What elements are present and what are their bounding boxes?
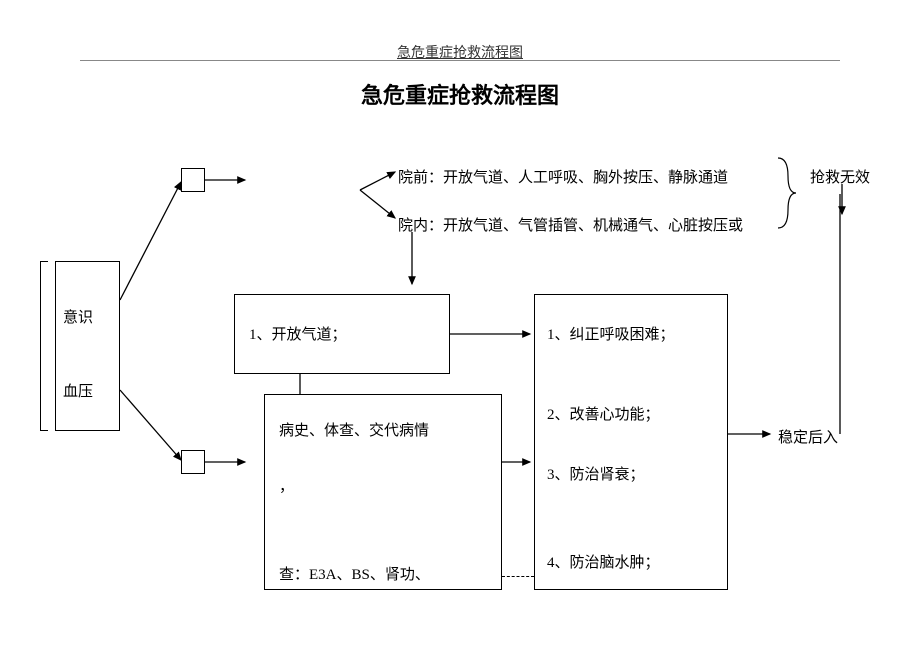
page-title: 急危重症抢救流程图 (0, 78, 920, 110)
step2-box: 病史、体查、交代病情 ， 查：E3A、BS、肾功、 (264, 394, 502, 590)
treatment-box: 1、纠正呼吸困难； 2、改善心功能； 3、防治肾衰； 4、防治脑水肿； (534, 294, 728, 590)
dashed-connector (502, 576, 534, 577)
stable-text: 稳定后入 (778, 426, 838, 447)
branch-up (360, 172, 395, 190)
step2-line2: ， (279, 475, 294, 496)
branch-down (360, 190, 395, 218)
step1-text: 1、开放气道； (249, 323, 347, 344)
header-link: 急危重症抢救流程图 (0, 42, 920, 62)
left-to-bottom-small (120, 390, 181, 460)
step1-box: 1、开放气道； (234, 294, 450, 374)
prehospital-text: 院前：开放气道、人工呼吸、胸外按压、静脉通道 (398, 166, 778, 187)
header-rule (80, 60, 840, 61)
branch-bottom-box (181, 450, 205, 474)
assess-inner (48, 261, 56, 431)
treat-item4: 4、防治脑水肿； (547, 551, 660, 572)
treat-item3: 3、防治肾衰； (547, 463, 645, 484)
rescue-fail-text: 抢救无效 (810, 166, 870, 187)
assess-line1: 意识 (63, 306, 93, 327)
treat-item2: 2、改善心功能； (547, 403, 660, 424)
treat-item1: 1、纠正呼吸困难； (547, 323, 675, 344)
assess-line2: 血压 (63, 380, 93, 401)
step2-line3: 查：E3A、BS、肾功、 (279, 563, 430, 584)
branch-top-box (181, 168, 205, 192)
page-root: 急危重症抢救流程图 急危重症抢救流程图 意识 血压 1、开放气道； 病史、体查、… (0, 0, 920, 651)
left-to-top-small (120, 182, 181, 300)
inhospital-text: 院内：开放气道、气管插管、机械通气、心脏按压或 (398, 214, 778, 235)
step2-line1: 病史、体查、交代病情 (279, 419, 429, 440)
